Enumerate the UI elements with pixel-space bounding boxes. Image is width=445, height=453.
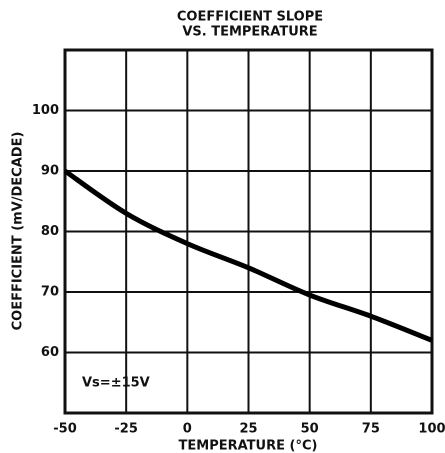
data-line (63, 168, 433, 343)
y-tick-label: 90 (41, 164, 59, 179)
y-tick-label: 100 (32, 103, 59, 118)
x-tick-label: 50 (301, 422, 319, 437)
chart-title: COEFFICIENT SLOPE (177, 10, 323, 25)
y-tick-label: 60 (41, 345, 59, 360)
x-axis-label: TEMPERATURE (°C) (179, 439, 318, 453)
y-tick-label: 80 (41, 224, 59, 239)
x-tick-label: -50 (53, 422, 77, 437)
y-tick-label: 70 (41, 285, 59, 300)
x-tick-label: -25 (114, 422, 138, 437)
chart-title: VS. TEMPERATURE (182, 25, 317, 40)
x-tick-label: 100 (418, 422, 445, 437)
y-axis-label: COEFFICIENT (mV/DECADE) (11, 132, 26, 331)
annotation: Vs=±15V (82, 376, 150, 391)
x-tick-label: 0 (183, 422, 192, 437)
x-tick-label: 75 (362, 422, 380, 437)
x-tick-label: 25 (239, 422, 257, 437)
